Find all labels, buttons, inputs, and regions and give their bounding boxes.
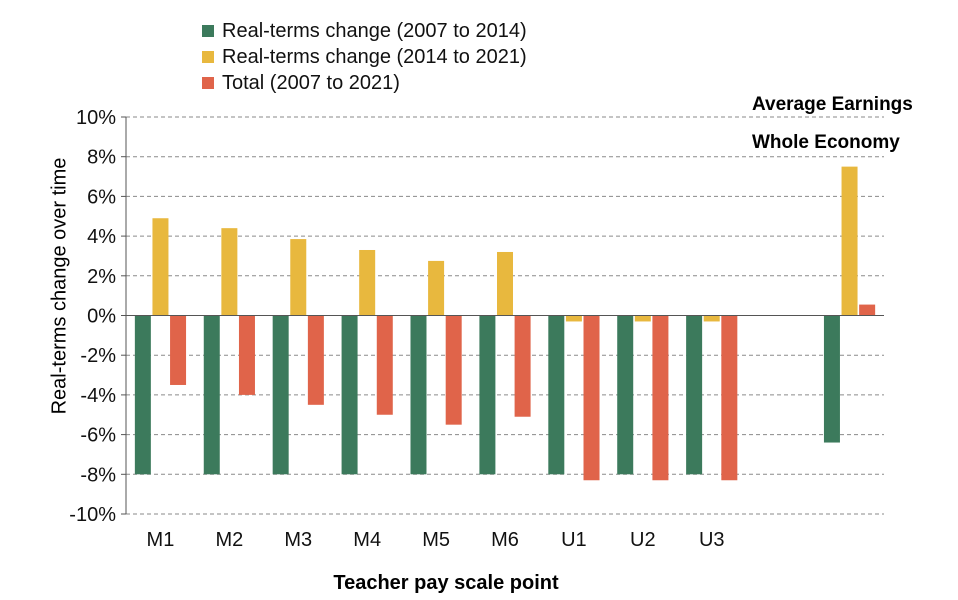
bar-m4-series-2 <box>376 315 393 415</box>
legend: Real-terms change (2007 to 2014) Real-te… <box>202 18 527 96</box>
legend-item-total: Total (2007 to 2021) <box>202 70 527 96</box>
bar-m1-series-0 <box>134 315 151 475</box>
bar-m5-series-2 <box>445 315 462 425</box>
bar-m6-series-1 <box>497 251 513 316</box>
y-tick-label: 0% <box>87 306 116 328</box>
bar-u3-series-1 <box>703 315 720 322</box>
bar-m3-series-0 <box>272 315 289 475</box>
legend-label: Total (2007 to 2021) <box>222 71 400 94</box>
bar-m5-series-1 <box>428 260 445 316</box>
y-tick-label: 8% <box>87 147 116 169</box>
y-tick-label: 4% <box>87 226 116 248</box>
bar-u1-series-0 <box>548 315 565 475</box>
y-tick-label: 6% <box>87 186 116 208</box>
bar-u3-series-2 <box>721 315 738 481</box>
y-tick-label: -4% <box>80 385 116 407</box>
y-axis-label: Real-terms change over time <box>48 157 71 415</box>
y-tick-label: -10% <box>69 504 116 526</box>
bar-average-earnings-whole-economy-series-1 <box>841 166 858 316</box>
legend-label: Real-terms change (2007 to 2014) <box>222 19 527 42</box>
bar-u1-series-1 <box>565 315 582 322</box>
annotation-whole-economy: Whole Economy <box>752 132 900 153</box>
bar-u1-series-2 <box>583 315 600 481</box>
bar-m4-series-1 <box>359 249 376 316</box>
x-tick-label: M2 <box>215 529 243 551</box>
bar-u2-series-2 <box>652 315 669 481</box>
legend-swatch-green <box>202 25 214 37</box>
legend-item-2007-2014: Real-terms change (2007 to 2014) <box>202 18 527 44</box>
legend-label: Real-terms change (2014 to 2021) <box>222 45 527 68</box>
x-tick-label: U1 <box>561 529 587 551</box>
bar-m6-series-0 <box>479 315 496 475</box>
y-tick-label: -8% <box>80 464 116 486</box>
x-tick-label: M6 <box>491 529 519 551</box>
bar-u3-series-0 <box>686 315 703 475</box>
annotation-average-earnings: Average Earnings <box>752 94 913 115</box>
bar-u2-series-0 <box>617 315 634 475</box>
bar-m3-series-2 <box>307 315 324 405</box>
y-tick-label: -6% <box>80 425 116 447</box>
bar-m1-series-1 <box>152 218 169 316</box>
x-tick-label: U2 <box>630 529 656 551</box>
y-tick-label: 10% <box>76 107 116 129</box>
bar-m4-series-0 <box>341 315 358 475</box>
bar-average-earnings-whole-economy-series-2 <box>859 304 876 316</box>
x-tick-label: M3 <box>284 529 312 551</box>
legend-swatch-yellow <box>202 51 214 63</box>
bar-m2-series-2 <box>238 315 255 395</box>
legend-item-2014-2021: Real-terms change (2014 to 2021) <box>202 44 527 70</box>
bar-m2-series-1 <box>221 228 238 316</box>
x-tick-label: M4 <box>353 529 381 551</box>
bar-m5-series-0 <box>410 315 427 475</box>
bar-u2-series-1 <box>634 315 651 322</box>
bar-m3-series-1 <box>290 239 307 316</box>
bar-m6-series-2 <box>514 315 531 417</box>
x-axis-label: Teacher pay scale point <box>333 572 559 594</box>
x-tick-label: U3 <box>699 529 725 551</box>
x-tick-label: M1 <box>147 529 175 551</box>
bar-m1-series-2 <box>170 315 187 385</box>
x-tick-label: M5 <box>422 529 450 551</box>
y-tick-label: 2% <box>87 266 116 288</box>
bar-average-earnings-whole-economy-series-0 <box>823 315 840 443</box>
y-tick-label: -2% <box>80 345 116 367</box>
bar-m2-series-0 <box>203 315 220 475</box>
legend-swatch-red <box>202 77 214 89</box>
